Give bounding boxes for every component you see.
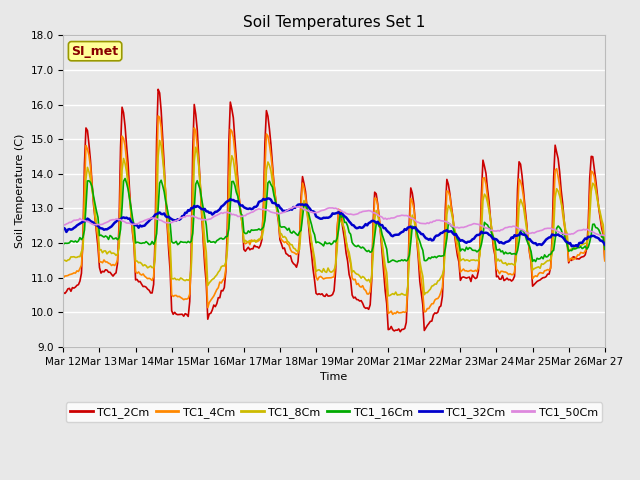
TC1_50Cm xyxy=(60,222,67,228)
TC1_4Cm xyxy=(154,113,162,119)
TC1_8Cm xyxy=(389,291,397,297)
TC1_32Cm xyxy=(601,242,609,248)
Line: TC1_32Cm: TC1_32Cm xyxy=(63,198,605,246)
X-axis label: Time: Time xyxy=(321,372,348,382)
Line: TC1_8Cm: TC1_8Cm xyxy=(63,140,605,296)
TC1_50Cm xyxy=(369,210,377,216)
Line: TC1_16Cm: TC1_16Cm xyxy=(63,179,605,263)
TC1_2Cm xyxy=(154,86,162,92)
TC1_50Cm xyxy=(536,228,544,233)
TC1_16Cm xyxy=(121,176,129,181)
TC1_16Cm xyxy=(75,238,83,244)
TC1_8Cm xyxy=(369,252,377,258)
Y-axis label: Soil Temperature (C): Soil Temperature (C) xyxy=(15,134,25,248)
TC1_32Cm xyxy=(369,218,377,224)
TC1_50Cm xyxy=(399,213,407,218)
TC1_8Cm xyxy=(75,254,83,260)
TC1_50Cm xyxy=(291,204,299,209)
TC1_4Cm xyxy=(369,230,377,236)
TC1_50Cm xyxy=(75,217,83,223)
TC1_50Cm xyxy=(387,215,395,221)
TC1_32Cm xyxy=(574,243,582,249)
TC1_2Cm xyxy=(387,324,395,329)
TC1_16Cm xyxy=(385,260,392,265)
TC1_4Cm xyxy=(387,308,395,314)
TC1_32Cm xyxy=(75,222,83,228)
Title: Soil Temperatures Set 1: Soil Temperatures Set 1 xyxy=(243,15,425,30)
TC1_50Cm xyxy=(160,219,168,225)
TC1_2Cm xyxy=(60,289,67,295)
TC1_2Cm xyxy=(75,282,83,288)
TC1_32Cm xyxy=(399,228,407,234)
Line: TC1_2Cm: TC1_2Cm xyxy=(63,89,605,332)
TC1_50Cm xyxy=(601,233,609,239)
TC1_8Cm xyxy=(162,190,170,196)
TC1_32Cm xyxy=(536,241,544,247)
TC1_2Cm xyxy=(369,218,377,224)
TC1_8Cm xyxy=(601,246,609,252)
TC1_8Cm xyxy=(385,293,392,299)
TC1_4Cm xyxy=(538,270,545,276)
TC1_4Cm xyxy=(75,269,83,275)
Line: TC1_4Cm: TC1_4Cm xyxy=(63,116,605,314)
TC1_2Cm xyxy=(396,329,404,335)
TC1_32Cm xyxy=(60,225,67,231)
TC1_16Cm xyxy=(369,244,377,250)
TC1_4Cm xyxy=(162,192,170,197)
TC1_32Cm xyxy=(387,233,395,239)
TC1_2Cm xyxy=(601,256,609,262)
TC1_8Cm xyxy=(156,137,163,143)
Legend: TC1_2Cm, TC1_4Cm, TC1_8Cm, TC1_16Cm, TC1_32Cm, TC1_50Cm: TC1_2Cm, TC1_4Cm, TC1_8Cm, TC1_16Cm, TC1… xyxy=(66,402,602,422)
TC1_8Cm xyxy=(538,261,545,267)
TC1_16Cm xyxy=(538,254,545,260)
TC1_4Cm xyxy=(389,312,397,317)
Text: SI_met: SI_met xyxy=(72,45,118,58)
TC1_2Cm xyxy=(162,194,170,200)
TC1_4Cm xyxy=(60,275,67,280)
TC1_16Cm xyxy=(162,198,170,204)
TC1_4Cm xyxy=(401,310,408,315)
TC1_16Cm xyxy=(401,257,408,263)
TC1_4Cm xyxy=(601,258,609,264)
TC1_32Cm xyxy=(160,211,168,216)
TC1_16Cm xyxy=(389,257,397,263)
TC1_16Cm xyxy=(601,246,609,252)
TC1_2Cm xyxy=(401,325,408,331)
TC1_32Cm xyxy=(264,195,272,201)
TC1_8Cm xyxy=(401,292,408,298)
TC1_8Cm xyxy=(60,257,67,263)
TC1_16Cm xyxy=(60,241,67,247)
TC1_2Cm xyxy=(538,276,545,281)
Line: TC1_50Cm: TC1_50Cm xyxy=(63,206,605,236)
